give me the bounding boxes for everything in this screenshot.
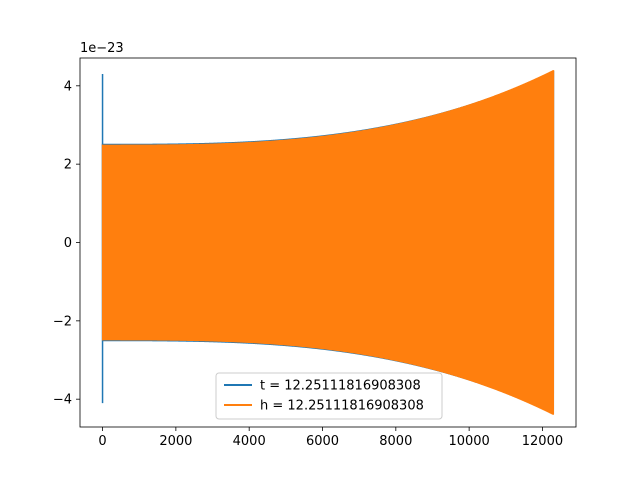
x-tick-label: 12000 [522,434,563,449]
series-line-1 [101,70,555,415]
x-tick-label: 2000 [159,434,192,449]
y-tick-label: −2 [53,314,72,329]
y-tick-label: 4 [64,79,72,94]
legend: t = 12.25111816908308 h = 12.251118169083… [215,372,443,420]
plot-area [101,70,555,415]
legend-label-1: h = 12.25111816908308 [260,399,424,414]
x-tick-label: 10000 [448,434,489,449]
x-tick-label: 8000 [379,434,412,449]
axis-offset-label: 1e−23 [80,41,124,56]
x-tick-label: 4000 [233,434,266,449]
x-tick-label: 6000 [306,434,339,449]
legend-box [215,372,443,420]
y-tick-label: 0 [64,236,72,251]
y-tick-label: 2 [64,158,72,173]
legend-label-0: t = 12.25111816908308 [260,379,421,394]
y-tick-label: −4 [53,393,72,408]
axes: 0 2000 4000 6000 8000 10000 12000 −4 −2 0 2 4 [53,57,577,449]
x-tick-label: 0 [98,434,106,449]
